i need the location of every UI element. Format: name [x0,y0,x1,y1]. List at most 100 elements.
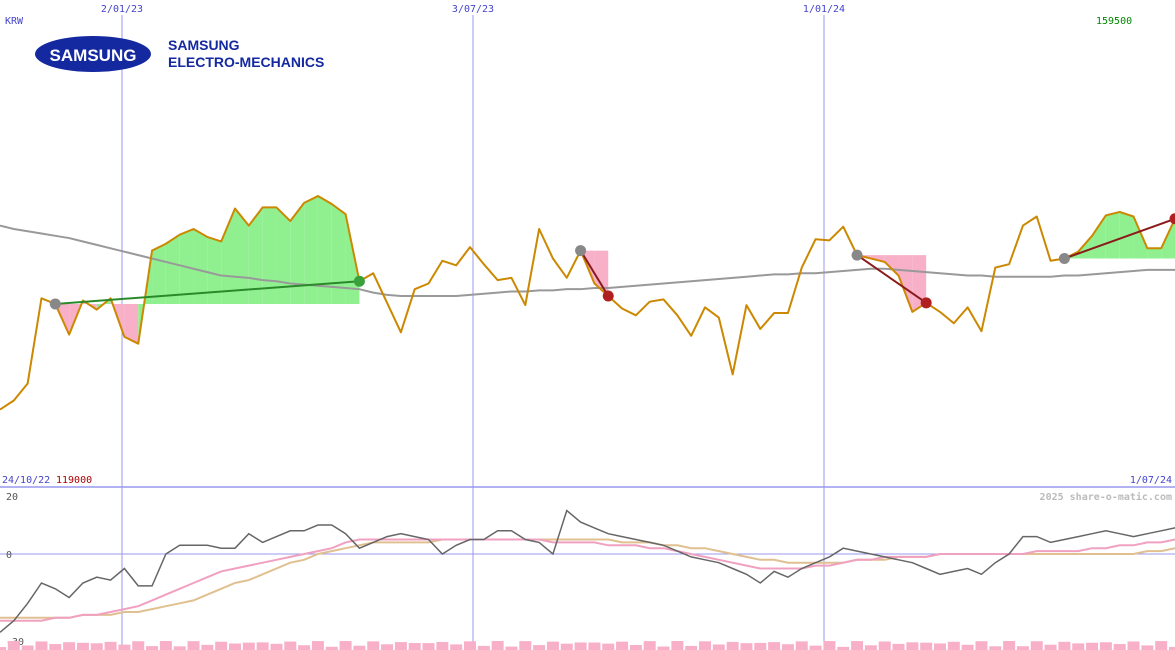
watermark: 2025 share-o-matic.com [1040,491,1172,503]
volume-bar [864,645,877,650]
volume-bar [1169,646,1175,650]
gain-area [221,208,235,304]
x-tick-label: 3/07/23 [452,4,494,15]
x-tick-label: 2/01/23 [101,4,143,15]
price-low-label: 119000 [56,475,92,486]
volume-bar [989,646,1002,650]
gain-area [1147,248,1162,259]
volume-bar [1044,644,1057,650]
gain-area [276,207,291,304]
volume-bar [353,645,366,650]
gain-area [193,228,208,304]
gain-area [317,196,332,304]
volume-bar [173,646,186,650]
volume-bar [256,642,269,650]
trade-entry-marker [1058,253,1070,265]
volume-bar [298,645,311,650]
volume-bar [229,643,241,650]
volume-bar [795,641,808,650]
gain-area [290,202,305,304]
volume-bar [768,642,781,650]
volume-bar [450,644,463,650]
trade-exit-marker [1169,213,1175,225]
volume-bar [699,641,711,650]
volume-bar [491,641,504,650]
volume-bar [1086,642,1099,650]
volume-bar [546,641,559,650]
volume-bar [242,642,255,650]
volume-bar [671,641,684,650]
volume-bar [394,642,407,650]
price-high-label: 159500 [1096,16,1132,27]
volume-bar [284,641,297,650]
volume-bar [533,645,546,650]
volume-bar [934,643,946,650]
trade-line [856,254,927,304]
samsung-logo-oval [35,36,151,72]
volume-bar [947,641,960,650]
volume-bar [408,642,421,650]
samsung-logo-text: SAMSUNG [50,46,137,65]
volume-bar [187,641,200,650]
volume-bar [90,643,103,650]
trade-entry-marker [575,245,587,257]
volume-bar [712,644,725,650]
volume-bar [118,644,131,650]
volume-bar [837,646,850,650]
volume-bar [76,642,89,650]
gain-area [304,196,318,304]
volume-bar [616,641,629,650]
volume-bar [146,646,159,650]
volume-bar [464,641,476,650]
volume-bar [201,644,214,650]
volume-bar [436,641,449,650]
loss-area [594,250,609,296]
volume-bar [602,643,615,650]
gain-area [207,236,222,304]
gain-area [165,234,180,304]
volume-bar [560,643,573,650]
volume-bar [781,644,794,650]
trade-exit-marker [602,290,614,302]
volume-bar [892,643,905,650]
volume-bar [325,646,338,650]
volume-bar [588,642,601,650]
volume-bar [1072,643,1085,650]
trade-entry-marker [49,298,61,310]
price-panel [0,195,1175,411]
volume-bar [726,641,739,650]
volume-bar [63,642,76,650]
trade-entry-marker [851,249,863,261]
price-line [0,195,1175,411]
volume-bar [477,645,490,650]
loss-area [912,255,927,312]
long-moving-average-line [0,224,1175,297]
company-name-line1: SAMSUNG [168,37,240,53]
volume-bar [339,641,352,650]
volume-bar [1113,643,1126,650]
trade-line [1064,217,1175,260]
gain-area [1133,216,1148,259]
volume-bar [657,646,670,650]
volume-bar [7,641,20,650]
volume-bar [21,645,34,650]
volume-bar [1141,645,1154,650]
volume-bar [132,641,145,650]
oscillator-tick-label: 20 [6,492,18,503]
volume-bar [1003,641,1016,650]
gain-area [235,208,249,304]
loss-area [124,303,139,344]
volume-bar [104,641,117,650]
volume-bar [215,641,228,650]
volume-bar [961,644,974,650]
volume-bar [823,641,836,650]
start-date-label: 24/10/22 [2,475,50,486]
oscillator-line [0,509,1175,633]
trade-exit-marker [920,297,932,309]
x-tick-labels: 2/01/23 3/07/23 1/01/24 [101,4,845,15]
x-tick-label: 1/01/24 [803,4,845,15]
gain-area [262,207,277,304]
trade-line [55,280,360,305]
oscillator-slow-average-line [0,538,1175,619]
gain-area [331,204,346,304]
